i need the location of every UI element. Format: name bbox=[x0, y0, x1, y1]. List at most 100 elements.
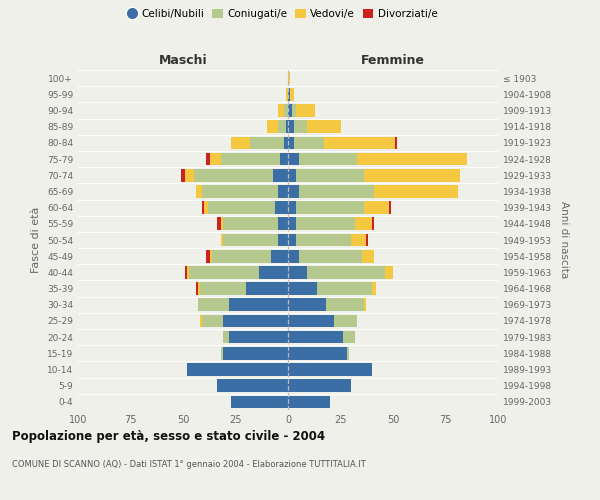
Legend: Celibi/Nubili, Coniugati/e, Vedovi/e, Divorziati/e: Celibi/Nubili, Coniugati/e, Vedovi/e, Di… bbox=[122, 5, 442, 24]
Bar bbox=[288, 202, 296, 214]
Bar bbox=[307, 120, 341, 133]
Bar bbox=[277, 120, 286, 133]
Bar bbox=[288, 88, 290, 101]
Bar bbox=[286, 120, 288, 133]
Bar bbox=[288, 282, 317, 295]
Bar bbox=[223, 347, 288, 360]
Bar bbox=[202, 314, 223, 328]
Bar bbox=[221, 234, 223, 246]
Bar bbox=[185, 266, 187, 278]
Bar bbox=[288, 331, 343, 344]
Bar bbox=[351, 234, 366, 246]
Bar bbox=[288, 104, 292, 117]
Bar bbox=[288, 380, 351, 392]
Bar bbox=[190, 266, 259, 278]
Text: Popolazione per età, sesso e stato civile - 2004: Popolazione per età, sesso e stato civil… bbox=[12, 430, 325, 443]
Bar bbox=[317, 282, 372, 295]
Bar bbox=[259, 266, 288, 278]
Bar bbox=[299, 250, 361, 262]
Bar bbox=[395, 136, 397, 149]
Bar bbox=[324, 136, 395, 149]
Bar bbox=[221, 152, 280, 166]
Bar bbox=[347, 347, 349, 360]
Bar bbox=[372, 282, 376, 295]
Bar bbox=[217, 218, 221, 230]
Bar bbox=[206, 250, 210, 262]
Bar bbox=[334, 314, 358, 328]
Bar bbox=[208, 202, 275, 214]
Bar bbox=[364, 169, 460, 181]
Bar bbox=[223, 331, 229, 344]
Bar bbox=[187, 363, 288, 376]
Bar bbox=[358, 152, 467, 166]
Bar bbox=[296, 234, 351, 246]
Bar bbox=[307, 266, 385, 278]
Bar bbox=[193, 169, 274, 181]
Bar bbox=[200, 314, 202, 328]
Bar bbox=[223, 234, 277, 246]
Bar bbox=[299, 152, 358, 166]
Bar bbox=[217, 380, 288, 392]
Bar bbox=[204, 202, 208, 214]
Bar bbox=[202, 202, 204, 214]
Bar bbox=[288, 72, 290, 85]
Bar bbox=[232, 396, 288, 408]
Bar bbox=[385, 266, 393, 278]
Bar bbox=[326, 298, 364, 311]
Bar bbox=[366, 234, 368, 246]
Bar bbox=[223, 218, 277, 230]
Bar bbox=[361, 250, 374, 262]
Bar bbox=[187, 266, 189, 278]
Bar bbox=[296, 218, 355, 230]
Bar bbox=[288, 185, 299, 198]
Bar bbox=[288, 396, 330, 408]
Bar bbox=[200, 282, 246, 295]
Bar bbox=[196, 282, 198, 295]
Bar bbox=[296, 104, 316, 117]
Bar bbox=[277, 104, 284, 117]
Bar bbox=[274, 169, 288, 181]
Bar bbox=[288, 234, 296, 246]
Bar bbox=[232, 136, 250, 149]
Bar bbox=[343, 331, 355, 344]
Bar bbox=[355, 218, 372, 230]
Bar bbox=[288, 169, 296, 181]
Bar bbox=[389, 202, 391, 214]
Bar bbox=[210, 250, 212, 262]
Bar bbox=[181, 169, 185, 181]
Bar bbox=[277, 234, 288, 246]
Bar bbox=[277, 218, 288, 230]
Bar bbox=[296, 202, 364, 214]
Bar bbox=[288, 250, 299, 262]
Bar bbox=[292, 104, 296, 117]
Bar bbox=[198, 298, 229, 311]
Bar bbox=[185, 169, 193, 181]
Bar bbox=[288, 218, 296, 230]
Text: Femmine: Femmine bbox=[361, 54, 425, 67]
Bar bbox=[210, 152, 221, 166]
Bar bbox=[267, 120, 277, 133]
Bar bbox=[372, 218, 374, 230]
Bar bbox=[288, 266, 307, 278]
Bar bbox=[288, 314, 334, 328]
Bar bbox=[284, 136, 288, 149]
Bar bbox=[275, 202, 288, 214]
Bar bbox=[288, 152, 299, 166]
Bar bbox=[290, 88, 295, 101]
Bar bbox=[206, 152, 210, 166]
Bar bbox=[299, 185, 374, 198]
Bar bbox=[202, 185, 277, 198]
Bar bbox=[364, 202, 389, 214]
Bar bbox=[280, 152, 288, 166]
Bar bbox=[364, 298, 366, 311]
Bar bbox=[288, 136, 295, 149]
Bar bbox=[221, 347, 223, 360]
Bar bbox=[288, 298, 326, 311]
Bar bbox=[250, 136, 284, 149]
Y-axis label: Anni di nascita: Anni di nascita bbox=[559, 202, 569, 278]
Bar bbox=[277, 185, 288, 198]
Bar bbox=[229, 331, 288, 344]
Bar bbox=[198, 282, 200, 295]
Bar bbox=[288, 347, 347, 360]
Bar bbox=[286, 88, 288, 101]
